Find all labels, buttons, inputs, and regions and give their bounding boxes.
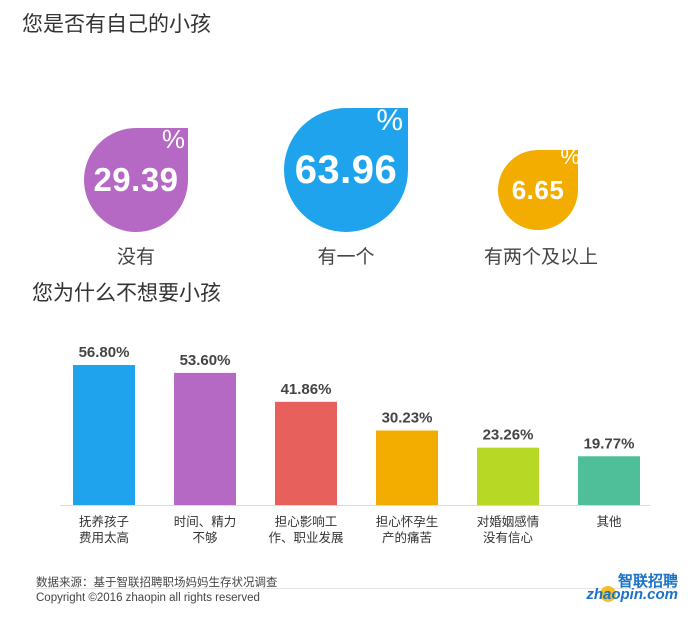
bar [376, 430, 438, 505]
category-label-line: 担心怀孕生 [375, 514, 439, 529]
logo-cn-text: 智联招聘 [617, 572, 678, 590]
logo-en-text: zhaopin.com [586, 586, 678, 603]
title-why-no-children: 您为什么不想要小孩 [32, 281, 221, 305]
percent-sign: % [560, 144, 580, 169]
drop-one-child: % 63.96 [284, 104, 408, 232]
drop-no-children: % 29.39 [84, 124, 188, 232]
bar [73, 365, 135, 505]
bar [477, 447, 539, 505]
drop-label: 没有 [116, 246, 155, 268]
drop-label: 有两个及以上 [483, 246, 598, 268]
category-label: 抚养孩子 费用太高 [54, 514, 154, 546]
category-label-line: 作、职业发展 [268, 530, 344, 545]
category-label-line: 费用太高 [78, 530, 129, 545]
category-label-line: 产的痛苦 [381, 530, 432, 545]
category-label-line: 其他 [596, 514, 622, 529]
category-label-line: 抚养孩子 [78, 514, 129, 529]
title-has-children: 您是否有自己的小孩 [22, 12, 211, 36]
category-label: 其他 [559, 514, 659, 530]
category-label: 时间、精力 不够 [155, 514, 255, 546]
bar [578, 456, 640, 505]
drop-value: 29.39 [93, 161, 179, 198]
category-label: 对婚姻感情 没有信心 [458, 514, 558, 546]
category-label-line: 对婚姻感情 [476, 514, 540, 529]
category-label: 担心怀孕生 产的痛苦 [357, 514, 457, 546]
footer-divider [36, 588, 676, 589]
copyright: Copyright ©2016 zhaopin all rights reser… [36, 592, 260, 604]
drop-two-plus-children: % 6.65 [498, 144, 580, 230]
bar-value-label: 30.23% [382, 409, 433, 426]
percent-sign: % [376, 104, 403, 137]
drop-label: 有一个 [317, 246, 375, 268]
bar-value-label: 41.86% [281, 381, 332, 398]
category-label-line: 担心影响工 [274, 514, 338, 529]
category-label-line: 不够 [192, 530, 218, 545]
bar [275, 401, 337, 505]
drop-value: 6.65 [511, 174, 565, 205]
category-label-line: 时间、精力 [173, 514, 237, 529]
data-source: 数据来源：基于智联招聘职场妈妈生存状况调查 [36, 575, 278, 589]
percent-sign: % [161, 124, 185, 154]
bar-value-label: 19.77% [584, 435, 635, 452]
category-label: 担心影响工 作、职业发展 [256, 514, 356, 546]
category-label-line: 没有信心 [482, 530, 533, 545]
bar-value-label: 23.26% [483, 427, 534, 444]
drop-value: 63.96 [294, 147, 398, 192]
bar-value-label: 56.80% [79, 344, 130, 361]
zhaopin-logo: 智联招聘 zhaopin.com [560, 572, 678, 606]
logo-dot-icon [600, 586, 616, 602]
bar-value-label: 53.60% [180, 352, 231, 369]
bar [174, 372, 236, 505]
